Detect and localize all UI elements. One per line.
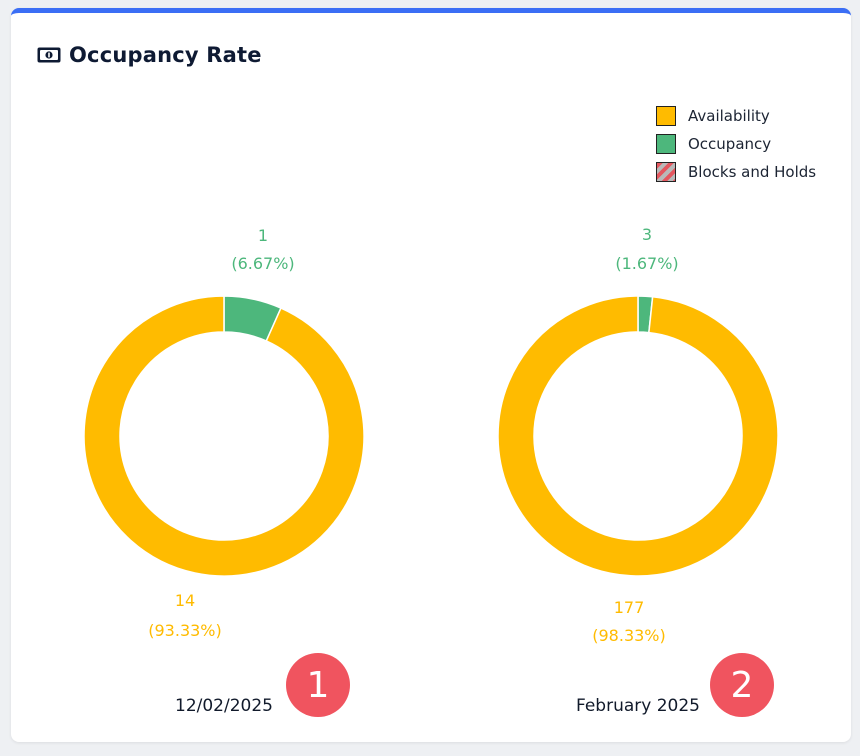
legend-label: Availability bbox=[688, 107, 770, 125]
legend-item-occupancy[interactable]: Occupancy bbox=[656, 130, 816, 158]
money-bill-icon bbox=[37, 47, 61, 63]
step-badge: 2 bbox=[710, 653, 774, 717]
data-label-percent: (6.67%) bbox=[231, 254, 294, 273]
legend-item-availability[interactable]: Availability bbox=[656, 102, 816, 130]
chart-legend: Availability Occupancy Blocks and Holds bbox=[656, 102, 816, 186]
legend-swatch-occupancy bbox=[656, 134, 676, 154]
chart-date-label: February 2025 bbox=[576, 696, 700, 716]
card-header: Occupancy Rate bbox=[37, 43, 262, 67]
legend-swatch-availability bbox=[656, 106, 676, 126]
data-label-value: 3 bbox=[642, 225, 652, 244]
legend-label: Blocks and Holds bbox=[688, 163, 817, 181]
data-label-value: 14 bbox=[175, 591, 195, 610]
legend-item-blocks-holds[interactable]: Blocks and Holds bbox=[656, 158, 816, 186]
card-title: Occupancy Rate bbox=[69, 43, 262, 67]
occupancy-rate-card: Occupancy Rate Availability Occupancy Bl… bbox=[11, 8, 851, 742]
donut-slice-availability[interactable] bbox=[497, 295, 779, 577]
chart-date-label: 12/02/2025 bbox=[175, 696, 273, 716]
step-badge: 1 bbox=[286, 653, 350, 717]
data-label-percent: (93.33%) bbox=[148, 621, 222, 640]
data-label-value: 177 bbox=[614, 598, 645, 617]
data-label-value: 1 bbox=[258, 226, 268, 245]
donut-charts: 1 (6.67%) 14 (93.33%) 3 (1.67%) 177 (98.33%) bbox=[83, 225, 779, 645]
legend-label: Occupancy bbox=[688, 135, 772, 153]
data-label-percent: (98.33%) bbox=[592, 626, 666, 645]
donut-slice-availability[interactable] bbox=[83, 295, 365, 577]
data-label-percent: (1.67%) bbox=[615, 254, 678, 273]
legend-swatch-blocks-holds bbox=[656, 162, 676, 182]
